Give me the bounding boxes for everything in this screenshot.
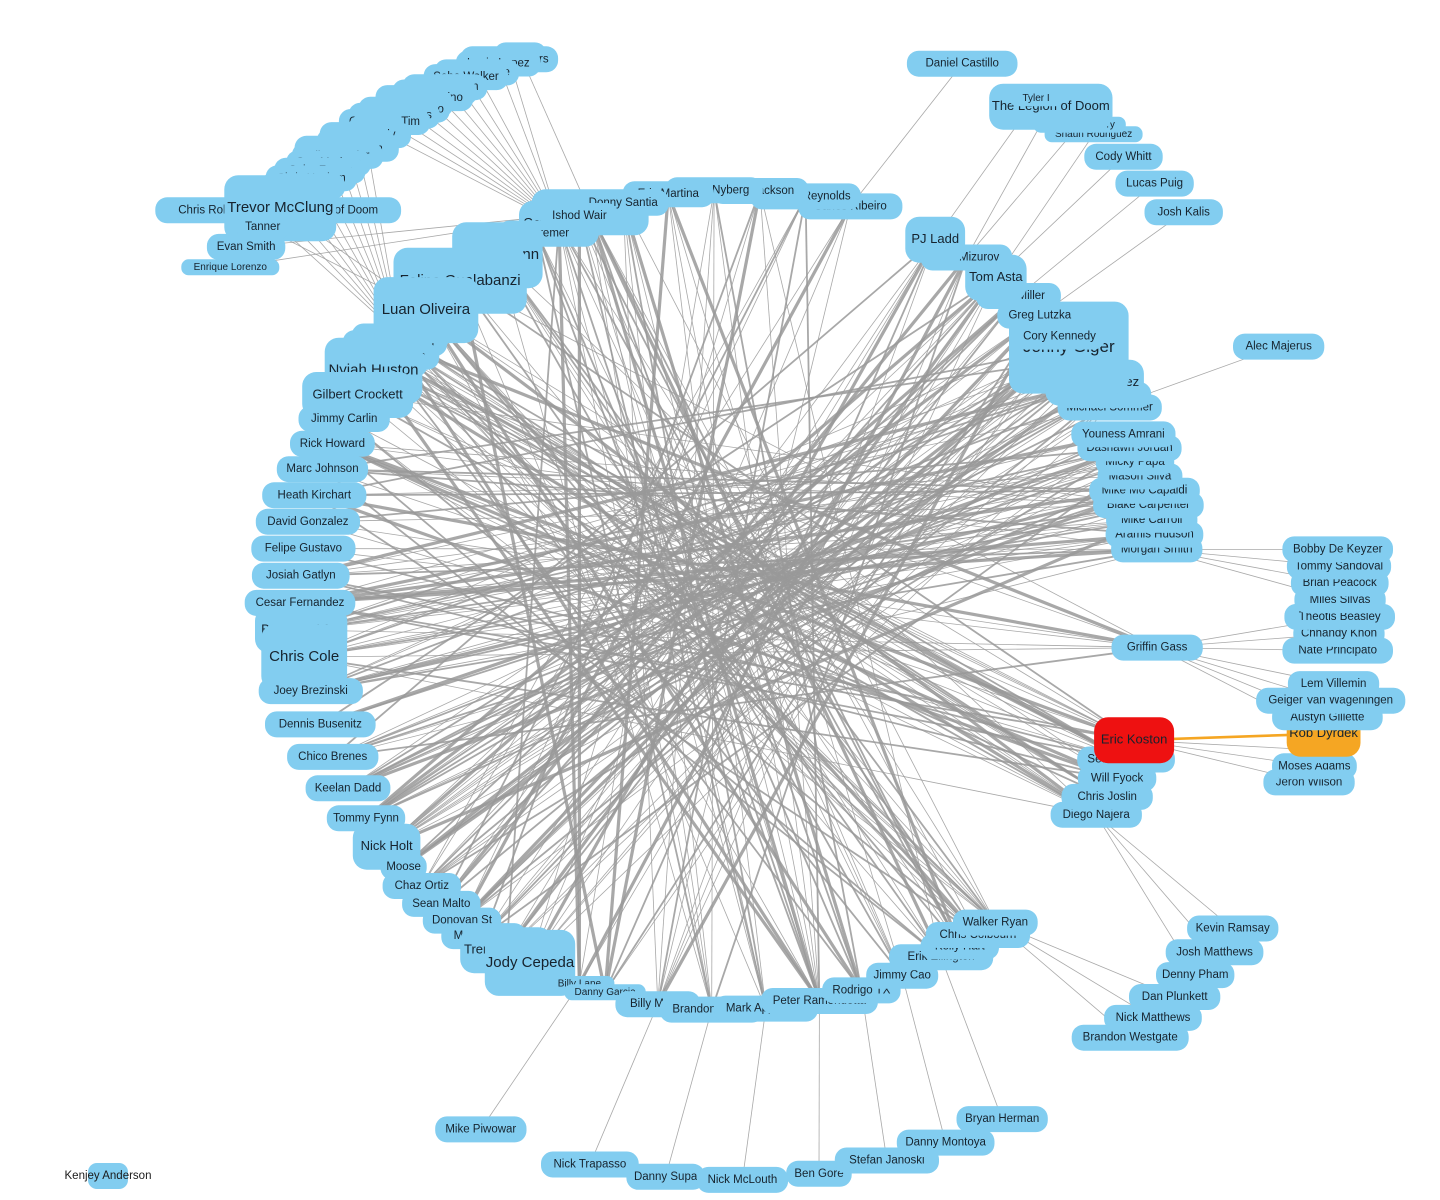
svg-text:Ishod Wair: Ishod Wair: [552, 210, 607, 222]
svg-text:Marc Johnson: Marc Johnson: [286, 463, 358, 475]
svg-text:Diego Najera: Diego Najera: [1063, 809, 1131, 821]
svg-text:Trevor McClung: Trevor McClung: [227, 199, 333, 216]
svg-text:Josh Kalis: Josh Kalis: [1157, 206, 1210, 218]
svg-text:David Gonzalez: David Gonzalez: [267, 516, 348, 528]
svg-text:Dennis Busenitz: Dennis Busenitz: [279, 718, 362, 730]
svg-text:Tommy Fynn: Tommy Fynn: [333, 812, 399, 824]
svg-text:Moose: Moose: [386, 861, 421, 873]
svg-text:Joey Brezinski: Joey Brezinski: [274, 685, 348, 697]
svg-text:Lem Villemin: Lem Villemin: [1301, 678, 1367, 690]
svg-text:Ben Gore: Ben Gore: [794, 1168, 843, 1180]
svg-text:Kevin Ramsay: Kevin Ramsay: [1196, 923, 1270, 935]
svg-text:Brandon Westgate: Brandon Westgate: [1083, 1032, 1178, 1044]
svg-text:PJ Ladd: PJ Ladd: [911, 231, 959, 246]
svg-text:Will Fyock: Will Fyock: [1091, 772, 1144, 784]
svg-text:Rick Howard: Rick Howard: [300, 438, 365, 450]
svg-text:Daniel Castillo: Daniel Castillo: [925, 58, 999, 70]
svg-text:Felipe Gustavo: Felipe Gustavo: [265, 543, 342, 555]
svg-text:Keelan Dadd: Keelan Dadd: [315, 782, 382, 794]
svg-text:Greg Lutzka: Greg Lutzka: [1008, 310, 1071, 322]
svg-text:Heath Kirchart: Heath Kirchart: [278, 489, 352, 501]
svg-text:Denny Pham: Denny Pham: [1162, 969, 1228, 981]
svg-text:Tom Asta: Tom Asta: [969, 269, 1023, 284]
svg-text:Gilbert Crockett: Gilbert Crockett: [312, 386, 403, 401]
svg-text:Bobby De Keyzer: Bobby De Keyzer: [1293, 543, 1383, 555]
svg-text:Nick Trapasso: Nick Trapasso: [553, 1159, 626, 1171]
svg-text:Luan Oliveira: Luan Oliveira: [382, 301, 471, 318]
svg-text:Alec Majerus: Alec Majerus: [1245, 341, 1312, 353]
svg-text:Jimmy Carlin: Jimmy Carlin: [311, 413, 377, 425]
svg-text:Cody Whitt: Cody Whitt: [1095, 151, 1152, 163]
svg-text:Chris Cole: Chris Cole: [269, 648, 339, 665]
svg-text:Tanner: Tanner: [245, 221, 280, 233]
svg-text:Danny Montoya: Danny Montoya: [905, 1137, 986, 1149]
svg-text:Kenjey Anderson: Kenjey Anderson: [65, 1170, 152, 1182]
svg-text:Walker Ryan: Walker Ryan: [963, 917, 1028, 929]
svg-text:Danny Supa: Danny Supa: [634, 1171, 698, 1183]
svg-text:Chris Joslin: Chris Joslin: [1077, 791, 1136, 803]
svg-text:Griffin Gass: Griffin Gass: [1127, 642, 1188, 654]
svg-text:Tyler I: Tyler I: [1022, 93, 1049, 104]
svg-text:Chico Brenes: Chico Brenes: [298, 751, 367, 763]
svg-text:Chaz Ortiz: Chaz Ortiz: [395, 880, 450, 892]
svg-text:Jody Cepeda: Jody Cepeda: [486, 954, 575, 971]
svg-text:Jimmy Cao: Jimmy Cao: [873, 970, 931, 982]
svg-text:Cory Kennedy: Cory Kennedy: [1023, 331, 1096, 343]
svg-text:Josiah Gatlyn: Josiah Gatlyn: [266, 570, 336, 582]
svg-text:Nick Matthews: Nick Matthews: [1116, 1012, 1191, 1024]
svg-text:Youness Amrani: Youness Amrani: [1082, 428, 1165, 440]
svg-text:Evan Smith: Evan Smith: [217, 241, 276, 253]
svg-text:Dan Plunkett: Dan Plunkett: [1142, 991, 1209, 1003]
svg-text:Nick McLouth: Nick McLouth: [708, 1174, 778, 1186]
svg-text:Josh Matthews: Josh Matthews: [1176, 946, 1253, 958]
svg-text:Nick Holt: Nick Holt: [361, 838, 413, 853]
svg-text:Lucas Puig: Lucas Puig: [1126, 178, 1183, 190]
svg-text:Eric Koston: Eric Koston: [1101, 732, 1167, 747]
svg-text:Mike Piwowar: Mike Piwowar: [445, 1123, 516, 1135]
svg-text:Enrique Lorenzo: Enrique Lorenzo: [194, 262, 268, 273]
svg-text:Bryan Herman: Bryan Herman: [965, 1113, 1039, 1125]
svg-text:Stefan Janoski: Stefan Janoski: [849, 1155, 924, 1167]
